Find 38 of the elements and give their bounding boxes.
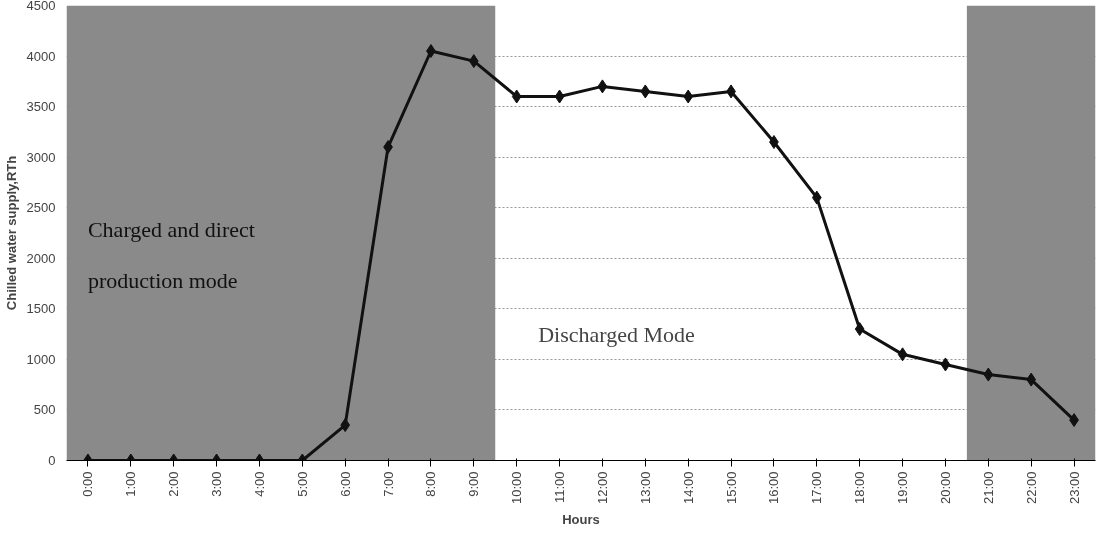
x-tick-label: 17:00 bbox=[809, 471, 825, 505]
y-tick-label: 4500 bbox=[26, 0, 56, 13]
band-label: Charged and direct production mode bbox=[87, 217, 255, 293]
x-tick-label: 12:00 bbox=[594, 471, 610, 505]
x-axis-title: Hours bbox=[562, 512, 600, 528]
x-tick-label: 19:00 bbox=[895, 471, 911, 505]
x-tick-label: 14:00 bbox=[680, 471, 696, 505]
x-tick-label: 11:00 bbox=[552, 471, 568, 504]
y-axis-title: Chilled water supply,RTh bbox=[3, 155, 19, 311]
x-tick-label: 3:00 bbox=[209, 471, 225, 497]
x-tick-label: 1:00 bbox=[123, 471, 139, 497]
x-tick-label: 0:00 bbox=[80, 471, 96, 497]
x-tick-label: 15:00 bbox=[723, 471, 739, 505]
y-tick-label: 3500 bbox=[26, 99, 56, 115]
x-tick-label: 20:00 bbox=[937, 471, 953, 505]
x-tick-label: 10:00 bbox=[509, 471, 525, 505]
x-tick-label: 8:00 bbox=[423, 471, 439, 497]
y-tick-label: 3000 bbox=[26, 149, 56, 165]
x-tick-label: 9:00 bbox=[466, 471, 482, 497]
x-tick-label: 6:00 bbox=[337, 471, 353, 497]
y-tick-label: 500 bbox=[33, 402, 56, 418]
x-tick-label: 13:00 bbox=[637, 471, 653, 505]
x-tick-label: 18:00 bbox=[852, 471, 868, 505]
x-tick-label: 7:00 bbox=[380, 471, 396, 497]
annotation: Discharged Mode bbox=[538, 321, 695, 347]
x-tick-label: 23:00 bbox=[1066, 471, 1082, 505]
y-tick-label: 0 bbox=[48, 453, 56, 468]
y-tick-label: 1000 bbox=[26, 351, 56, 367]
x-tick-label: 21:00 bbox=[980, 471, 996, 505]
x-tick-label: 2:00 bbox=[166, 471, 182, 497]
y-tick-label: 1500 bbox=[26, 301, 56, 317]
y-tick-label: 2000 bbox=[26, 250, 56, 266]
y-tick-label: 2500 bbox=[26, 200, 56, 216]
x-tick-label: 5:00 bbox=[294, 471, 310, 497]
x-tick-label: 4:00 bbox=[251, 471, 267, 497]
y-tick-label: 4000 bbox=[26, 48, 56, 64]
x-tick-label: 16:00 bbox=[766, 471, 782, 505]
x-tick-label: 22:00 bbox=[1023, 471, 1039, 505]
